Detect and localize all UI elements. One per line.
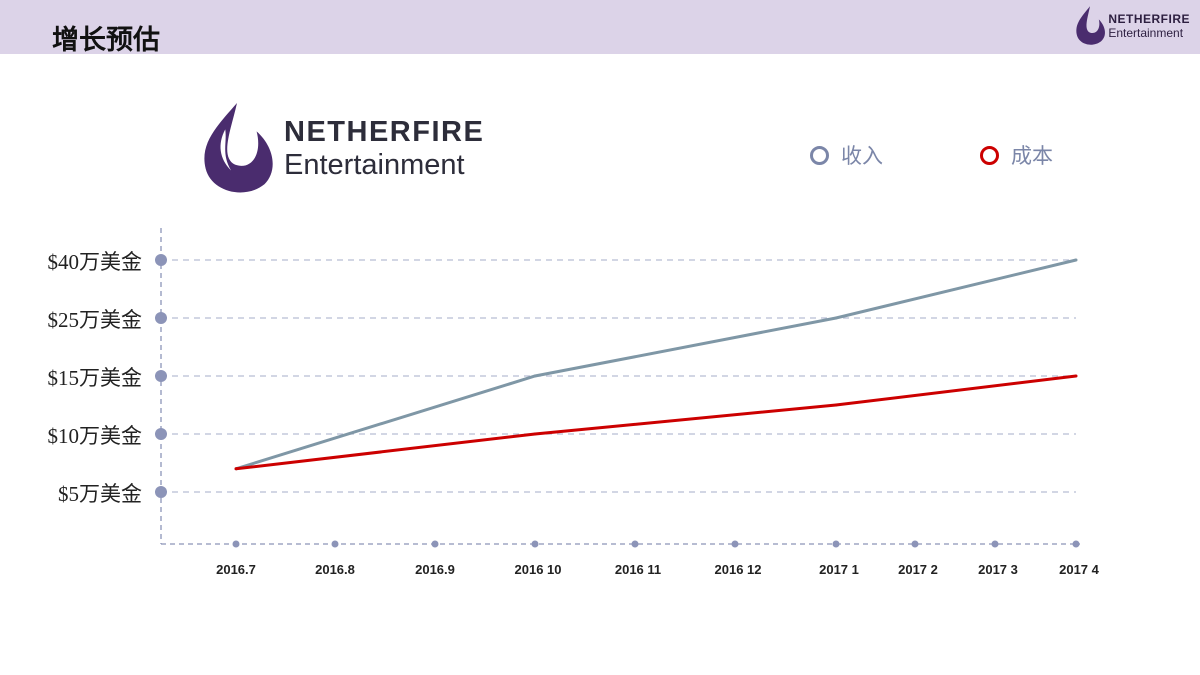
x-tick-label: 2016 12 <box>715 562 762 577</box>
y-tick-label: $10万美金 <box>48 424 143 448</box>
y-tick-label: $15万美金 <box>48 366 143 390</box>
x-tick-dot <box>731 540 739 548</box>
x-tick-label: 2017 3 <box>978 562 1018 577</box>
x-tick-label: 2016 11 <box>615 562 661 577</box>
x-tick-dot <box>232 540 240 548</box>
y-tick-dot <box>155 486 167 498</box>
data-point <box>533 374 537 378</box>
y-tick-dot <box>155 312 167 324</box>
x-tick-label: 2016.7 <box>216 562 256 577</box>
data-point <box>1074 258 1078 262</box>
series-line-cost <box>235 374 1077 471</box>
x-tick-dot <box>631 540 639 548</box>
x-tick-label: 2016 10 <box>515 562 562 577</box>
y-tick-dot <box>155 254 167 266</box>
company-logo: NETHERFIRE Entertainment <box>196 100 484 198</box>
x-tick-dot <box>832 540 840 548</box>
series-line-revenue <box>235 258 1077 471</box>
x-tick-label: 2017 1 <box>819 562 859 577</box>
y-tick-dot <box>155 370 167 382</box>
header-bar: 增长预估 NETHERFIRE Entertainment <box>0 0 1200 55</box>
data-point <box>834 403 838 407</box>
y-tick-dot <box>155 428 167 440</box>
x-tick-dot <box>331 540 339 548</box>
page-title: 增长预估 <box>52 25 160 55</box>
x-tick-dot <box>991 540 999 548</box>
x-tick-dot <box>531 540 539 548</box>
x-tick-dot <box>911 540 919 548</box>
x-tick-label: 2016.9 <box>415 562 455 577</box>
data-point <box>234 467 238 471</box>
legend-revenue: 收入 <box>810 140 883 170</box>
legend-cost: 成本 <box>980 140 1053 170</box>
y-tick-label: $25万美金 <box>48 308 143 332</box>
header-logo: NETHERFIRE Entertainment <box>1072 4 1190 48</box>
flame-logo-icon <box>1076 6 1106 45</box>
legend-marker-cost <box>980 145 999 165</box>
x-tick-dot <box>1072 540 1080 548</box>
flame-logo-icon <box>204 102 273 193</box>
y-tick-label: $40万美金 <box>48 250 143 274</box>
data-point <box>834 316 838 320</box>
y-tick-label: $5万美金 <box>58 482 142 506</box>
data-point <box>1074 374 1078 378</box>
x-tick-dot <box>431 540 439 548</box>
data-point <box>533 432 537 436</box>
legend-marker-revenue <box>810 145 829 165</box>
x-tick-label: 2016.8 <box>315 562 355 577</box>
x-tick-label: 2017 2 <box>898 562 938 577</box>
x-tick-label: 2017 4 <box>1059 562 1100 577</box>
